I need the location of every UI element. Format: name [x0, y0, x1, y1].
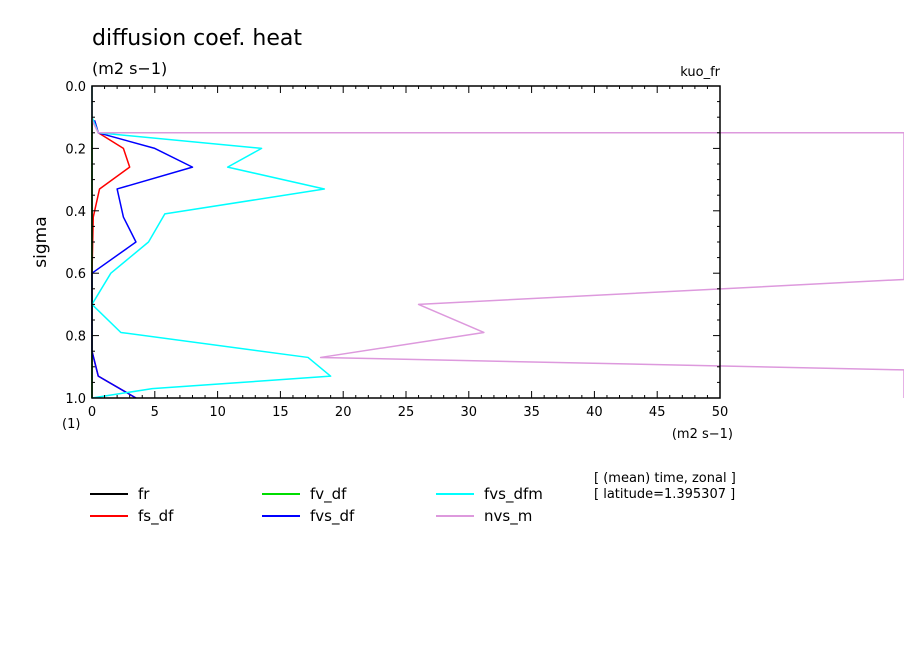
x-tick-label: 20: [335, 405, 352, 420]
x-tick-label: 5: [151, 405, 159, 420]
y-tick-label: 0.8: [65, 330, 86, 345]
x-axis-label: (m2 s−1): [672, 427, 733, 442]
legend-label-nvs_m: nvs_m: [484, 507, 532, 526]
legend: fr fs_df fv_df fvs_df fvs_dfm nvs_m: [90, 485, 543, 526]
legend-label-fs_df: fs_df: [138, 507, 174, 526]
x-tick-label: 45: [649, 405, 666, 420]
y-tick-label: 0.2: [65, 142, 86, 157]
legend-label-fv_df: fv_df: [310, 485, 347, 504]
x-tick-label: 10: [209, 405, 226, 420]
series-layer: [91, 86, 904, 399]
y-tick-label: 1.0: [65, 392, 86, 407]
x-tick-label: 40: [586, 405, 603, 420]
x-tick-label: 30: [461, 405, 478, 420]
x-tick-label: 15: [272, 405, 289, 420]
x-tick-label: 25: [398, 405, 415, 420]
series-line-fs_df: [91, 120, 137, 399]
series-line-fvs_dfm: [91, 86, 332, 399]
info-line-latitude: [ latitude=1.395307 ]: [594, 487, 735, 502]
ticks-layer: 0 5 10 15 20 25 30 35 40 45 50 0.0 0.2 0.4 0.6 0.8 1.0: [65, 80, 728, 420]
info-line-time: [ (mean) time, zonal ]: [594, 471, 736, 486]
x-tick-label: 50: [712, 405, 729, 420]
series-line-fvs_df: [91, 120, 194, 399]
legend-label-fr: fr: [138, 485, 150, 503]
y-axis-label: sigma: [31, 216, 51, 267]
y-tick-label: 0.6: [65, 267, 86, 282]
y-tick-label: 0.0: [65, 80, 86, 95]
y-tick-label: 0.4: [65, 205, 86, 220]
chart-title: diffusion coef. heat: [92, 26, 302, 51]
y-unit-label: (1): [62, 417, 80, 432]
x-tick-label: 0: [88, 405, 96, 420]
legend-label-fvs_dfm: fvs_dfm: [484, 485, 543, 504]
legend-label-fvs_df: fvs_df: [310, 507, 355, 526]
x-tick-label: 35: [523, 405, 540, 420]
series-line-nvs_m: [91, 86, 904, 398]
chart-tag: kuo_fr: [680, 65, 720, 80]
chart-subtitle: (m2 s−1): [92, 59, 167, 78]
